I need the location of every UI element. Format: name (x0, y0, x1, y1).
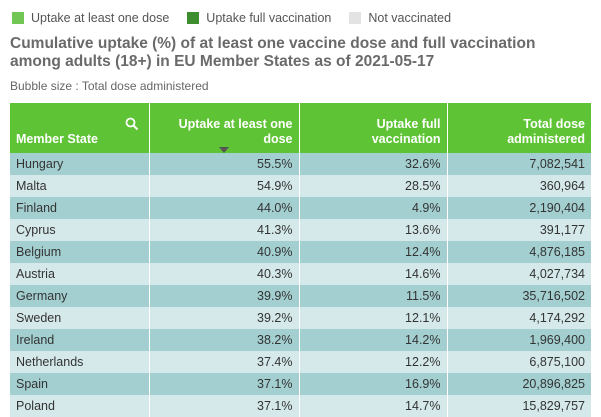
column-header-member-state[interactable]: Member State (10, 103, 150, 153)
legend: Uptake at least one dose Uptake full vac… (12, 9, 469, 27)
cell-total-doses: 2,190,404 (447, 197, 591, 219)
table-row[interactable]: Netherlands 37.4% 12.2% 6,875,100 (10, 351, 591, 373)
cell-total-doses: 35,716,502 (447, 285, 591, 307)
legend-item-not-vaccinated[interactable]: Not vaccinated (349, 11, 451, 25)
page-title: Cumulative uptake (%) of at least one va… (10, 35, 536, 70)
cell-member-state: Hungary (10, 153, 150, 175)
cell-total-doses: 7,082,541 (447, 153, 591, 175)
table-row[interactable]: Sweden 39.2% 12.1% 4,174,292 (10, 307, 591, 329)
table-row[interactable]: Hungary 55.5% 32.6% 7,082,541 (10, 153, 591, 175)
cell-full-vaccination: 13.6% (299, 219, 448, 241)
cell-first-dose: 44.0% (149, 197, 300, 219)
column-header-first-dose[interactable]: Uptake at least one dose (149, 103, 300, 153)
cell-first-dose: 38.2% (149, 329, 300, 351)
cell-full-vaccination: 14.2% (299, 329, 448, 351)
cell-full-vaccination: 14.6% (299, 263, 448, 285)
cell-full-vaccination: 4.9% (299, 197, 448, 219)
search-icon[interactable] (125, 117, 139, 131)
cell-member-state: Finland (10, 197, 150, 219)
table-row[interactable]: Belgium 40.9% 12.4% 4,876,185 (10, 241, 591, 263)
table-row[interactable]: Germany 39.9% 11.5% 35,716,502 (10, 285, 591, 307)
cell-member-state: Cyprus (10, 219, 150, 241)
cell-member-state: Germany (10, 285, 150, 307)
legend-label-first-dose: Uptake at least one dose (31, 11, 170, 25)
cell-member-state: Malta (10, 175, 150, 197)
table-header-row: Member State Uptake at least one dose Up… (10, 103, 591, 153)
cell-first-dose: 37.4% (149, 351, 300, 373)
table-body: Hungary 55.5% 32.6% 7,082,541 Malta 54.9% 28.5… (10, 153, 591, 417)
legend-label-full-vaccination: Uptake full vaccination (206, 11, 332, 25)
cell-member-state: Ireland (10, 329, 150, 351)
cell-total-doses: 1,969,400 (447, 329, 591, 351)
cell-first-dose: 40.9% (149, 241, 300, 263)
cell-first-dose: 39.9% (149, 285, 300, 307)
cell-member-state: Netherlands (10, 351, 150, 373)
cell-total-doses: 391,177 (447, 219, 591, 241)
cell-member-state: Austria (10, 263, 150, 285)
cell-first-dose: 37.1% (149, 373, 300, 395)
page-subtitle: Bubble size : Total dose administered (10, 79, 209, 93)
sort-descending-icon[interactable] (219, 147, 229, 153)
cell-full-vaccination: 32.6% (299, 153, 448, 175)
cell-total-doses: 15,829,757 (447, 395, 591, 417)
cell-member-state: Poland (10, 395, 150, 417)
column-header-member-state-label: Member State (16, 132, 98, 146)
cell-full-vaccination: 12.1% (299, 307, 448, 329)
cell-first-dose: 37.1% (149, 395, 300, 417)
table-row[interactable]: Poland 37.1% 14.7% 15,829,757 (10, 395, 591, 417)
column-header-total-doses[interactable]: Total dose administered (447, 103, 591, 153)
legend-swatch-first-dose (12, 12, 24, 24)
data-table: Member State Uptake at least one dose Up… (10, 103, 591, 417)
cell-total-doses: 360,964 (447, 175, 591, 197)
cell-full-vaccination: 12.2% (299, 351, 448, 373)
cell-first-dose: 54.9% (149, 175, 300, 197)
cell-member-state: Sweden (10, 307, 150, 329)
cell-full-vaccination: 12.4% (299, 241, 448, 263)
cell-full-vaccination: 28.5% (299, 175, 448, 197)
cell-total-doses: 4,876,185 (447, 241, 591, 263)
table-row[interactable]: Ireland 38.2% 14.2% 1,969,400 (10, 329, 591, 351)
cell-member-state: Belgium (10, 241, 150, 263)
cell-full-vaccination: 14.7% (299, 395, 448, 417)
cell-first-dose: 41.3% (149, 219, 300, 241)
cell-first-dose: 40.3% (149, 263, 300, 285)
table-row[interactable]: Finland 44.0% 4.9% 2,190,404 (10, 197, 591, 219)
cell-total-doses: 4,174,292 (447, 307, 591, 329)
legend-item-first-dose[interactable]: Uptake at least one dose (12, 11, 169, 25)
cell-total-doses: 4,027,734 (447, 263, 591, 285)
table-row[interactable]: Malta 54.9% 28.5% 360,964 (10, 175, 591, 197)
cell-full-vaccination: 11.5% (299, 285, 448, 307)
legend-swatch-not-vaccinated (349, 12, 362, 24)
cell-total-doses: 20,896,825 (447, 373, 591, 395)
cell-full-vaccination: 16.9% (299, 373, 448, 395)
cell-first-dose: 39.2% (149, 307, 300, 329)
legend-label-not-vaccinated: Not vaccinated (368, 11, 452, 25)
table-row[interactable]: Cyprus 41.3% 13.6% 391,177 (10, 219, 591, 241)
legend-item-full-vaccination[interactable]: Uptake full vaccination (187, 11, 331, 25)
cell-member-state: Spain (10, 373, 150, 395)
cell-total-doses: 6,875,100 (447, 351, 591, 373)
column-header-full-vaccination[interactable]: Uptake full vaccination (299, 103, 448, 153)
table-row[interactable]: Austria 40.3% 14.6% 4,027,734 (10, 263, 591, 285)
table-row[interactable]: Spain 37.1% 16.9% 20,896,825 (10, 373, 591, 395)
cell-first-dose: 55.5% (149, 153, 300, 175)
legend-swatch-full-vaccination (187, 12, 200, 24)
